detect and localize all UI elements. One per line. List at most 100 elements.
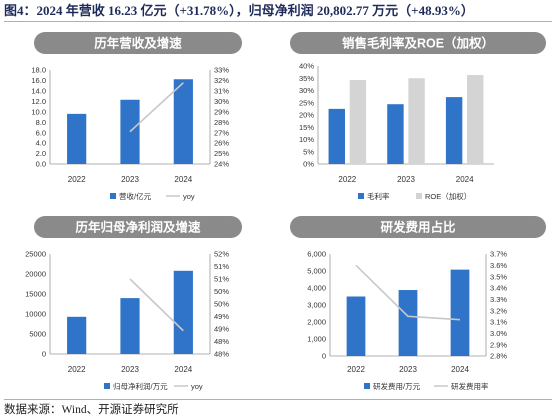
x-tick-label: 2022 [68,175,86,184]
chart-title-banner [290,32,546,54]
x-tick-label: 2023 [121,175,139,184]
chart-svg: 历年归母净利润及增速 0 5000 10000 15000 20000 25000 48% 48… [25,216,242,391]
y2-tick-label: 29% [214,107,229,116]
y-tick-label: 1,000 [307,335,326,344]
y2-tick-label: 3.4% [490,284,507,293]
chart-title: 销售毛利率及ROE（加权） [342,36,494,51]
y2-tick-label: 26% [214,139,229,148]
legend-label: 归母净利润/万元 [113,381,168,391]
legend-label: 毛利率 [367,191,390,201]
y-tick-label: 2,000 [307,318,326,327]
y-tick-label: 25% [299,98,314,107]
figure-title: 图4：2024 年营收 16.23 亿元（+31.78%），归母净利润 20,8… [4,3,474,18]
legend-swatch [110,193,116,199]
legend-swatch [104,383,110,389]
y2-tick-label: 51% [214,275,229,284]
x-tick-label: 2022 [338,175,356,184]
y2-tick-label: 3.5% [490,272,507,281]
x-tick-label: 2024 [174,175,192,184]
bar [346,296,366,356]
y-tick-label: 6,000 [307,250,326,259]
y2-tick-label: 31% [214,86,229,95]
y2-tick-label: 3.2% [490,306,507,315]
x-tick-label: 2023 [399,365,417,374]
y2-tick-label: 33% [214,66,229,75]
y-tick-label: 0 [322,352,326,361]
source-note: 数据来源：Wind、开源证券研究所 [4,404,179,416]
bar [450,269,470,356]
legend-label: 营收/亿元 [119,191,152,201]
title-divider [4,21,552,22]
x-tick-label: 2022 [347,365,365,374]
source-divider [4,399,552,400]
chart-title: 历年归母净利润及增速 [75,220,201,235]
y-tick-label: 10000 [25,310,46,319]
x-tick-label: 2023 [397,175,415,184]
y2-tick-label: 50% [214,287,229,296]
bar [328,108,345,164]
chart-title: 历年营收及增速 [94,36,182,51]
net-profit-chart-panel: 历年归母净利润及增速 0 5000 10000 15000 20000 25000 48% 48… [6,214,270,398]
bar [67,316,87,354]
series-line [129,82,184,133]
y-tick-label: 8.0 [36,118,46,127]
bar [173,270,193,354]
chart-svg: 历年营收及增速 0.0 2.04.0 6.08.0 10.012.0 14.016.018… [31,32,242,201]
legend-label: yoy [191,382,203,391]
y-tick-label: 15% [299,123,314,132]
y-tick-label: 2.0 [36,149,46,158]
chart-title: 研发费用占比 [380,220,456,235]
chart-title-banner [34,32,242,54]
x-tick-label: 2024 [174,365,192,374]
bar [387,104,404,164]
y2-tick-label: 28% [214,118,229,127]
legend-label: 研发费用率 [451,381,489,391]
y-tick-label: 40% [299,62,314,71]
y2-tick-label: 24% [214,160,229,169]
y2-tick-label: 2.9% [490,340,507,349]
y-tick-label: 35% [299,74,314,83]
y-tick-label: 0.0 [36,160,46,169]
y2-tick-label: 52% [214,250,229,259]
y-tick-label: 20% [299,111,314,120]
legend-label: yoy [183,192,195,201]
y-tick-label: 3,000 [307,301,326,310]
bar [349,79,367,164]
y-tick-label: 6.0 [36,128,46,137]
y2-tick-label: 3.3% [490,295,507,304]
y2-tick-label: 3.0% [490,329,507,338]
y-tick-label: 10% [299,135,314,144]
x-tick-label: 2022 [68,365,86,374]
legend-swatch [364,383,370,389]
y-tick-label: 10.0 [31,107,46,116]
y-tick-label: 16.0 [31,76,46,85]
y2-tick-label: 3.1% [490,318,507,327]
chart-title-banner [34,216,242,238]
legend-label: ROE（加权） [425,191,471,201]
bar [467,75,484,164]
revenue-chart-panel: 历年营收及增速 0.0 2.0 4.0 6.0 8.0 10.0 12.0 14.0 16.0 18… [6,30,270,210]
series-line [355,264,461,321]
y-tick-label: 15000 [25,290,46,299]
chart-svg: 研发费用占比 0 1,000 2,000 3,000 4,000 5,000 6,000 2.8… [290,216,546,391]
y2-tick-label: 50% [214,300,229,309]
y2-tick-label: 25% [214,149,229,158]
bar [408,78,425,164]
y2-tick-label: 49% [214,325,229,334]
margin-roe-chart-panel: 销售毛利率及ROE（加权） 0% 5% 10% 15% 20% 25% 30% 35% 40% 20… [286,30,550,210]
y-tick-label: 0% [303,160,314,169]
y-tick-label: 30% [299,86,314,95]
y-tick-label: 5% [303,147,314,156]
y2-tick-label: 3.7% [490,250,507,259]
y-tick-label: 5000 [29,330,46,339]
y2-tick-label: 2.8% [490,352,507,361]
y-tick-label: 5,000 [307,267,326,276]
x-tick-label: 2023 [121,365,139,374]
legend-swatch [358,193,364,199]
legend-label: 研发费用/万元 [373,381,421,391]
bar [445,97,463,164]
bar [120,99,140,164]
y-tick-label: 4.0 [36,139,46,148]
y2-tick-label: 30% [214,97,229,106]
chart-title-banner [290,216,546,238]
